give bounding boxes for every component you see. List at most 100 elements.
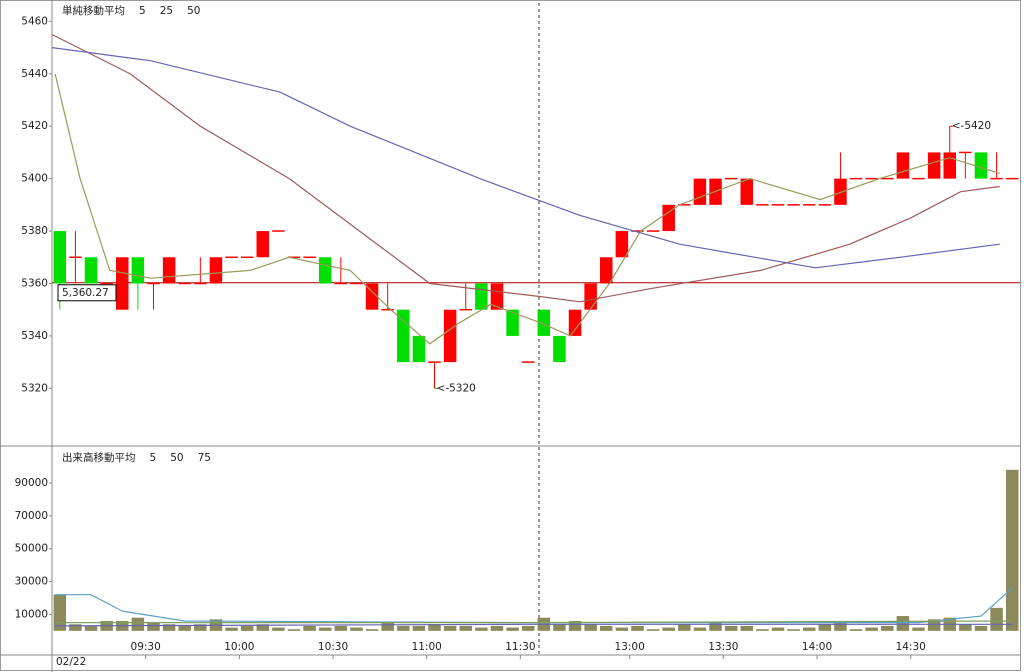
volume-bar bbox=[662, 627, 675, 631]
volume-bar bbox=[568, 620, 582, 631]
moving-average-line bbox=[55, 623, 1013, 627]
volume-bar bbox=[709, 622, 722, 631]
x-tick-label: 10:30 bbox=[318, 641, 348, 653]
y-tick-label: 5460 bbox=[21, 15, 48, 27]
candle-body bbox=[584, 283, 597, 310]
candle-body bbox=[568, 309, 582, 336]
volume-bar bbox=[459, 625, 472, 631]
volume-bar bbox=[303, 625, 316, 631]
candle-body bbox=[834, 178, 847, 205]
candle-body bbox=[116, 257, 129, 310]
last-price-label: 5,360.27 bbox=[62, 287, 109, 299]
panel-title: 出来高移動平均 bbox=[62, 451, 136, 464]
y-tick-label: 5340 bbox=[21, 330, 48, 342]
plot-area bbox=[53, 469, 1019, 631]
legend-entry: 50 bbox=[170, 452, 183, 464]
candle-body bbox=[896, 152, 910, 179]
x-tick-label: 11:00 bbox=[412, 641, 442, 653]
volume-bar bbox=[927, 619, 941, 631]
candle-body bbox=[162, 257, 176, 284]
volume-bar bbox=[990, 607, 1003, 631]
candle-body bbox=[209, 257, 223, 284]
volume-bar bbox=[147, 622, 160, 631]
legend-entry: 5 bbox=[150, 452, 157, 464]
plot-area bbox=[52, 33, 1020, 389]
volume-bar bbox=[756, 629, 769, 631]
volume-bar bbox=[443, 625, 457, 631]
candle-body bbox=[412, 335, 426, 363]
volume-bar bbox=[365, 629, 379, 631]
volume-bar bbox=[881, 625, 894, 631]
volume-bar bbox=[787, 629, 800, 631]
volume-bar bbox=[693, 627, 707, 631]
volume-bar bbox=[162, 624, 176, 631]
candle-body bbox=[53, 231, 67, 284]
candle-body bbox=[475, 283, 488, 310]
volume-bar bbox=[490, 625, 504, 631]
y-tick-label: 90000 bbox=[15, 477, 48, 489]
candle-body bbox=[553, 335, 566, 363]
legend-entry: 50 bbox=[187, 5, 200, 17]
volume-bar bbox=[256, 624, 270, 631]
y-tick-label: 30000 bbox=[15, 576, 48, 588]
volume-bar bbox=[834, 620, 847, 631]
legend-entry: 5 bbox=[139, 5, 146, 17]
volume-bar bbox=[974, 625, 988, 631]
candle-body bbox=[615, 231, 629, 258]
volume-bar bbox=[412, 625, 426, 631]
candle-body bbox=[490, 283, 504, 310]
candle-body bbox=[318, 257, 332, 284]
volume-bar bbox=[475, 627, 488, 631]
volume-bar bbox=[802, 627, 816, 631]
volume-bar bbox=[521, 625, 535, 631]
y-tick-label: 70000 bbox=[15, 510, 48, 522]
volume-bar bbox=[287, 629, 301, 631]
candle-body bbox=[693, 178, 707, 205]
y-tick-label: 5380 bbox=[21, 225, 48, 237]
y-tick-label: 5420 bbox=[21, 120, 48, 132]
annotation: <-5320 bbox=[437, 382, 476, 394]
volume-bar bbox=[646, 629, 660, 631]
panel-title: 単純移動平均 bbox=[62, 4, 125, 17]
volume-bar bbox=[553, 624, 566, 631]
volume-bar bbox=[724, 625, 738, 631]
x-tick-label: 13:00 bbox=[615, 641, 645, 653]
volume-bar bbox=[615, 627, 629, 631]
candle-body bbox=[84, 257, 98, 284]
annotation: <-5420 bbox=[952, 120, 991, 132]
volume-bar bbox=[397, 625, 410, 631]
last-price-box bbox=[57, 284, 117, 302]
volume-bar bbox=[865, 627, 878, 631]
volume-bar bbox=[912, 627, 925, 631]
candle-body bbox=[662, 204, 675, 232]
candle-body bbox=[943, 152, 956, 179]
candle-body bbox=[256, 231, 270, 258]
x-tick-label: 14:00 bbox=[802, 641, 832, 653]
y-tick-label: 5320 bbox=[21, 382, 48, 394]
moving-average-line bbox=[52, 33, 1000, 303]
volume-bar bbox=[69, 624, 82, 631]
volume-bar bbox=[131, 617, 145, 631]
volume-bar bbox=[334, 625, 348, 631]
moving-average-line bbox=[52, 47, 1000, 269]
candle-body bbox=[365, 283, 379, 310]
volume-bar bbox=[240, 625, 254, 631]
x-tick-label: 09:30 bbox=[131, 641, 161, 653]
candle-body bbox=[974, 152, 988, 179]
volume-bar bbox=[53, 594, 67, 631]
volume-bar bbox=[506, 627, 519, 631]
volume-bar bbox=[178, 625, 191, 631]
volume-bar bbox=[84, 625, 98, 631]
candle-body bbox=[506, 309, 519, 336]
volume-bar bbox=[272, 627, 285, 631]
candle-body bbox=[740, 178, 754, 205]
volume-bar bbox=[849, 629, 863, 631]
candle-body bbox=[443, 309, 457, 363]
moving-average-line bbox=[55, 620, 1013, 624]
volume-bar bbox=[584, 624, 597, 631]
y-tick-label: 5360 bbox=[21, 277, 48, 289]
candle-body bbox=[537, 309, 551, 336]
volume-bar bbox=[381, 622, 394, 631]
volume-bar bbox=[225, 627, 238, 631]
